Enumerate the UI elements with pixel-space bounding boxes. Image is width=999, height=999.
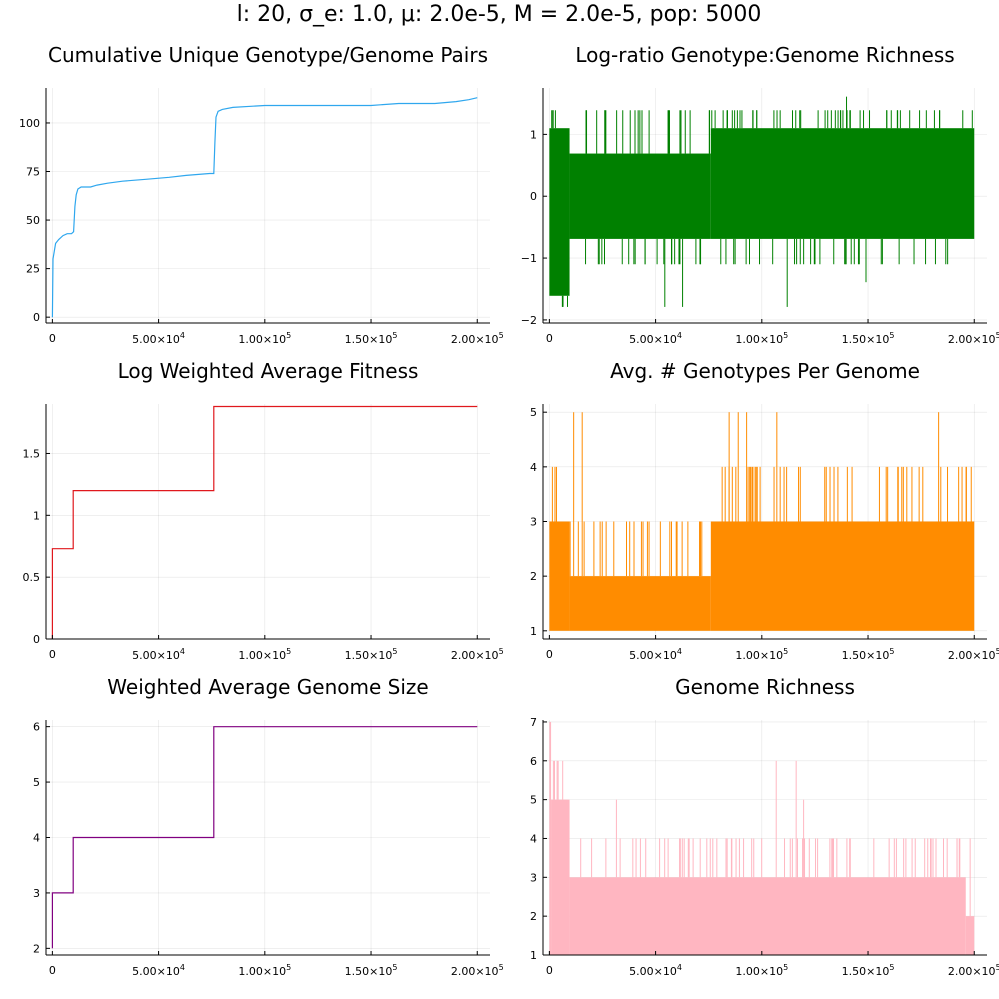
panel-cumulative-unique: Cumulative Unique Genotype/Genome Pairs 0… [19,43,504,346]
chart-title: Log Weighted Average Fitness [118,359,419,383]
x-tick-label: 1.00×105 [238,331,291,346]
y-tick-label: 1.5 [23,447,41,460]
x-tick-label: 5.00×104 [629,331,682,346]
series-band [549,721,552,955]
panel-genotypes-per-genome: Avg. # Genotypes Per Genome 1 2 3 4 5 0 5.00×10… [530,359,999,662]
series-band [549,521,570,631]
figure-suptitle: l: 20, σ_e: 1.0, μ: 2.0e-5, M = 2.0e-5, … [237,2,762,27]
y-tick-label: 25 [26,263,40,276]
y-tick-label: 0.5 [23,571,41,584]
y-tick-label: 0 [33,633,40,646]
x-tick-label: 1.00×105 [238,963,291,978]
chart-title: Log-ratio Genotype:Genome Richness [575,43,954,67]
y-tick-label: 2 [530,910,537,923]
panel-genome-size: Weighted Average Genome Size 2 3 4 5 6 0 5.00×1… [33,675,504,978]
y-tick-label: 1 [530,128,537,141]
y-tick-label: 1 [33,509,40,522]
x-tick-label: 0 [49,332,56,345]
x-tick-label: 5.00×104 [132,331,185,346]
x-tick-label: 2.00×105 [451,331,504,346]
x-tick-label: 1.00×105 [735,331,788,346]
y-tick-label: 3 [530,516,537,529]
y-tick-label: 5 [530,794,537,807]
x-tick-label: 0 [49,648,56,661]
x-tick-label: 1.00×105 [735,647,788,662]
series-band [710,521,975,631]
x-tick-label: 2.00×105 [948,331,999,346]
y-tick-label: 6 [530,755,537,768]
y-tick-label: 5 [33,776,40,789]
series-band [569,153,711,239]
y-tick-label: 3 [33,887,40,900]
panel-genome-richness: Genome Richness 1 2 3 4 5 6 7 0 5.00×104 1.00×105 1… [530,675,999,978]
y-tick-label: 2 [33,942,40,955]
x-tick-label: 1.50×105 [842,963,895,978]
series-band [965,916,975,955]
y-tick-label: 6 [33,721,40,734]
x-tick-label: 1.50×105 [345,647,398,662]
y-tick-label: 75 [26,166,40,179]
x-tick-label: 5.00×104 [132,963,185,978]
x-tick-label: 1.00×105 [735,963,788,978]
series-band [569,576,711,631]
panel-log-ratio: Log-ratio Genotype:Genome Richness −2 −1 0 1… [521,43,999,346]
y-tick-label: 4 [33,832,40,845]
series-band [569,877,966,955]
chart-title: Weighted Average Genome Size [107,675,428,699]
x-tick-label: 1.50×105 [345,331,398,346]
x-tick-label: 5.00×104 [629,963,682,978]
y-tick-label: 100 [19,117,40,130]
y-tick-label: 1 [530,949,537,962]
x-tick-label: 1.00×105 [238,647,291,662]
x-tick-label: 5.00×104 [629,647,682,662]
x-tick-label: 5.00×104 [132,647,185,662]
y-tick-label: 3 [530,871,537,884]
y-tick-label: 7 [530,716,537,729]
panel-log-fitness: Log Weighted Average Fitness 0 0.5 1 1.5 0 5.0… [23,359,504,662]
x-tick-label: 0 [546,964,553,977]
chart-title: Cumulative Unique Genotype/Genome Pairs [48,43,488,67]
series-line [51,726,478,949]
chart-title: Avg. # Genotypes Per Genome [610,359,920,383]
x-tick-label: 0 [546,332,553,345]
series-line [51,97,478,318]
x-tick-label: 2.00×105 [451,647,504,662]
y-tick-label: −1 [521,252,537,265]
series-band [551,799,570,955]
x-tick-label: 2.00×105 [451,963,504,978]
x-tick-label: 2.00×105 [948,647,999,662]
series-line [51,405,478,639]
y-tick-label: 50 [26,214,40,227]
y-tick-label: 1 [530,625,537,638]
y-tick-label: 4 [530,461,537,474]
x-tick-label: 1.50×105 [842,647,895,662]
x-tick-label: 0 [49,964,56,977]
series-band [549,128,570,296]
y-tick-label: 0 [33,311,40,324]
y-tick-label: −2 [521,314,537,327]
x-tick-label: 1.50×105 [345,963,398,978]
y-tick-label: 2 [530,570,537,583]
x-tick-label: 2.00×105 [948,963,999,978]
chart-title: Genome Richness [675,675,855,699]
x-tick-label: 0 [546,648,553,661]
y-tick-label: 5 [530,406,537,419]
series-band [710,128,975,239]
y-tick-label: 0 [530,190,537,203]
y-tick-label: 4 [530,832,537,845]
x-tick-label: 1.50×105 [842,331,895,346]
